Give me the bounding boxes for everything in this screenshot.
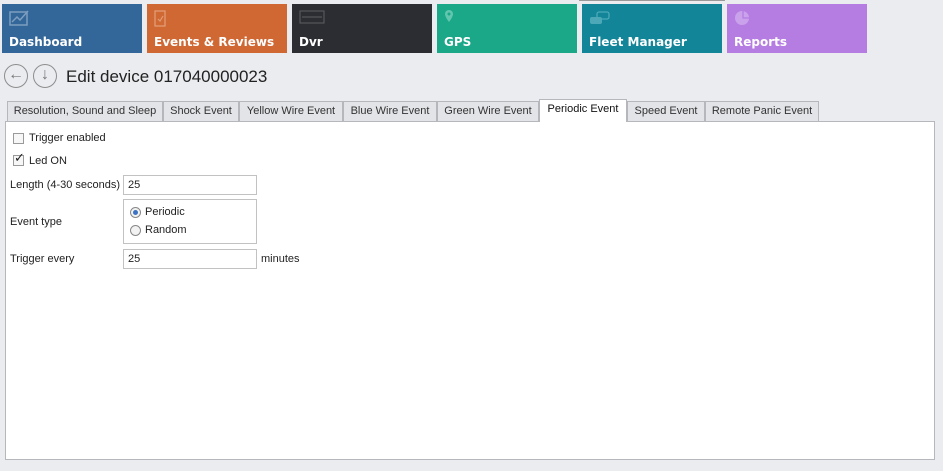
tab-remote-panic-event[interactable]: Remote Panic Event — [705, 101, 819, 121]
tile-label: Fleet Manager — [589, 35, 687, 49]
pie-chart-icon — [735, 11, 750, 25]
event-type-group — [123, 199, 257, 244]
tile-fleet-manager[interactable]: Fleet Manager — [582, 4, 722, 53]
tile-label: Dvr — [299, 35, 323, 49]
minutes-unit-label: minutes — [261, 253, 300, 265]
random-label: Random — [145, 224, 187, 236]
tile-label: Dashboard — [9, 35, 83, 49]
led-on-checkbox[interactable]: ✓ — [13, 151, 25, 166]
chart-line-icon — [9, 10, 29, 26]
page-title: Edit device 017040000023 — [66, 67, 268, 86]
tab-blue-wire-event[interactable]: Blue Wire Event — [343, 101, 437, 121]
tab-green-wire-event[interactable]: Green Wire Event — [437, 101, 539, 121]
trigger-enabled-label: Trigger enabled — [29, 132, 106, 144]
tile-dvr[interactable]: Dvr — [292, 4, 432, 53]
tile-dashboard[interactable]: Dashboard — [2, 4, 142, 53]
periodic-event-panel — [5, 121, 935, 460]
tile-label: Reports — [734, 35, 788, 49]
tab-shock-event[interactable]: Shock Event — [163, 101, 239, 121]
active-tile-indicator — [579, 0, 725, 1]
cars-icon — [590, 11, 610, 24]
tab-periodic-event[interactable]: Periodic Event — [539, 99, 627, 122]
tab-resolution-sound-sleep[interactable]: Resolution, Sound and Sleep — [7, 101, 163, 121]
tile-reports[interactable]: Reports — [727, 4, 867, 53]
down-arrow-icon[interactable]: ↓ — [33, 64, 57, 88]
event-type-label: Event type — [10, 216, 62, 228]
random-radio[interactable] — [130, 225, 141, 236]
dvr-icon — [299, 10, 325, 24]
trigger-every-label: Trigger every — [10, 253, 75, 265]
tile-events-reviews[interactable]: Events & Reviews — [147, 4, 287, 53]
length-label: Length (4-30 seconds) — [10, 179, 121, 191]
clipboard-check-icon — [154, 10, 166, 27]
trigger-enabled-checkbox[interactable] — [13, 133, 24, 144]
periodic-label: Periodic — [145, 206, 185, 218]
tile-label: Events & Reviews — [154, 35, 275, 49]
checkmark-icon: ✓ — [14, 151, 25, 166]
tile-gps[interactable]: GPS — [437, 4, 577, 53]
led-on-label: Led ON — [29, 155, 67, 167]
tab-yellow-wire-event[interactable]: Yellow Wire Event — [239, 101, 343, 121]
map-pin-icon — [445, 10, 453, 22]
back-arrow-icon[interactable]: ← — [4, 64, 28, 88]
tab-speed-event[interactable]: Speed Event — [627, 101, 705, 121]
trigger-every-input[interactable]: 25 — [123, 249, 257, 269]
periodic-radio[interactable] — [130, 207, 141, 218]
length-input[interactable]: 25 — [123, 175, 257, 195]
tile-label: GPS — [444, 35, 472, 49]
